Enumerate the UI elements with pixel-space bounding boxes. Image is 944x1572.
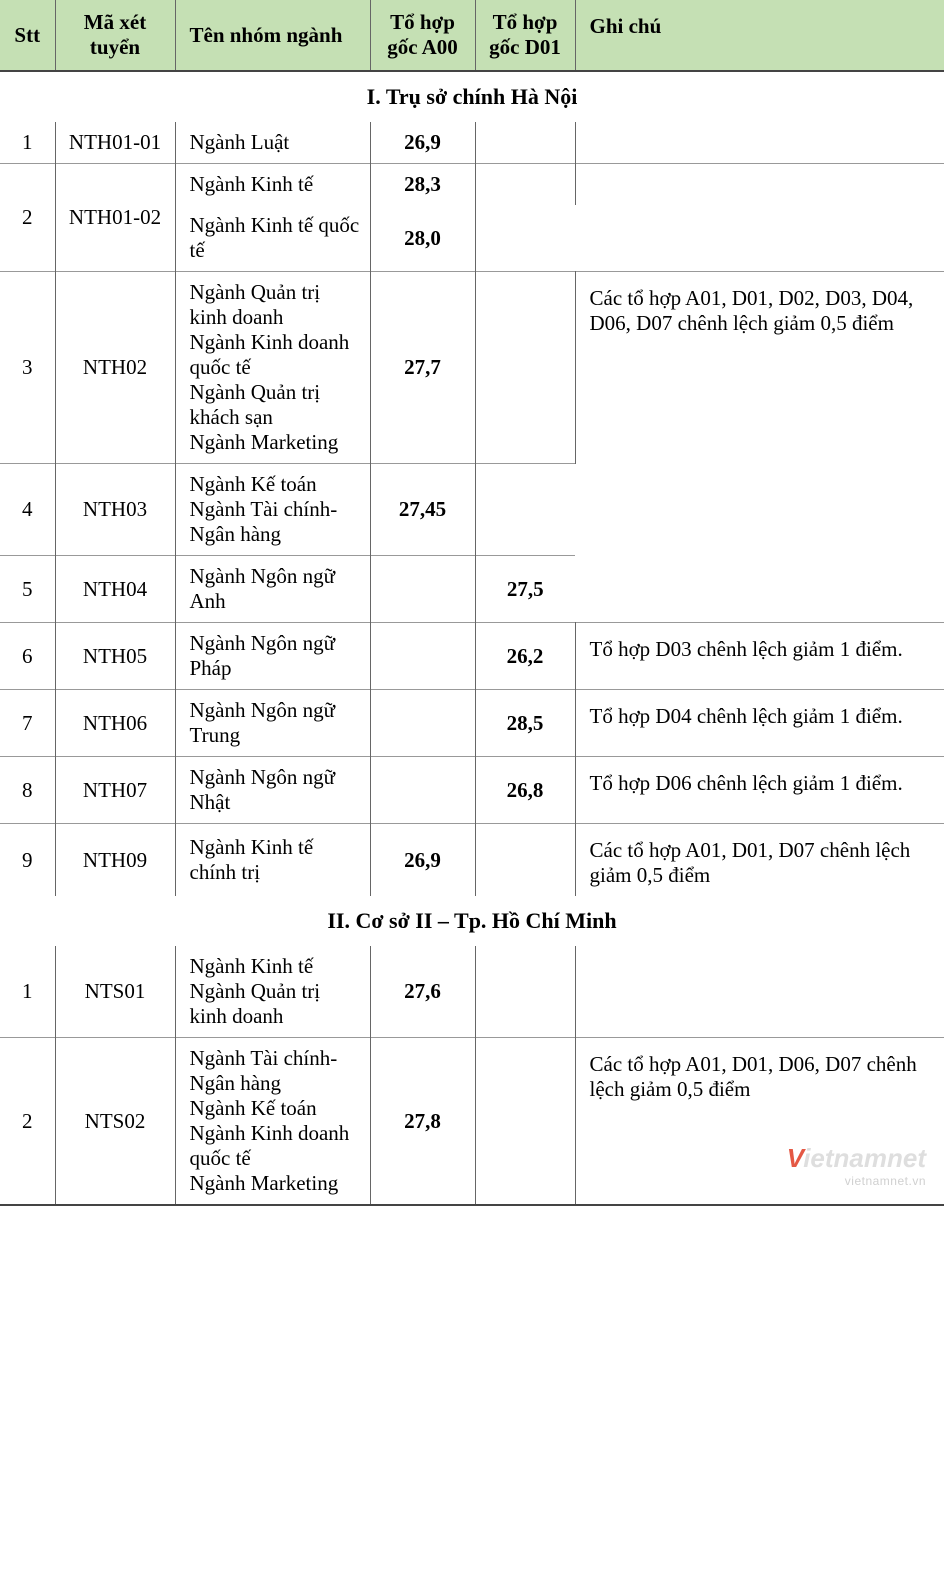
cell-name: Ngành Ngôn ngữ Anh	[175, 556, 370, 623]
cell-d01: 26,2	[475, 623, 575, 690]
cell-name: Ngành Kinh tếNgành Quản trị kinh doanh	[175, 946, 370, 1038]
cell-stt: 2	[0, 164, 55, 272]
cell-note: Các tổ hợp A01, D01, D06, D07 chênh lệch…	[575, 1038, 944, 1206]
cell-d01: 28,5	[475, 690, 575, 757]
cell-name: Ngành Kinh tế	[175, 164, 370, 206]
cell-a00	[370, 623, 475, 690]
cell-a00: 28,0	[370, 205, 475, 272]
cell-stt: 2	[0, 1038, 55, 1206]
cell-name: Ngành Ngôn ngữ Pháp	[175, 623, 370, 690]
cell-stt: 5	[0, 556, 55, 623]
cell-a00: 27,8	[370, 1038, 475, 1206]
table-row: 1NTS01Ngành Kinh tếNgành Quản trị kinh d…	[0, 946, 944, 1038]
cell-a00: 27,45	[370, 464, 475, 556]
cell-d01	[475, 164, 575, 206]
th-code: Mã xét tuyển	[55, 0, 175, 71]
th-note: Ghi chú	[575, 0, 944, 71]
table-row: 7NTH06Ngành Ngôn ngữ Trung 28,5Tổ hợp D04…	[0, 690, 944, 757]
cell-d01	[475, 824, 575, 897]
th-stt: Stt	[0, 0, 55, 71]
table-row: 2NTS02Ngành Tài chính-Ngân hàngNgành Kế …	[0, 1038, 944, 1206]
cell-note: Tổ hợp D04 chênh lệch giảm 1 điểm.	[575, 690, 944, 757]
cell-d01	[475, 946, 575, 1038]
cell-note: Tổ hợp D06 chênh lệch giảm 1 điểm.	[575, 757, 944, 824]
cell-a00	[370, 757, 475, 824]
cell-a00: 26,9	[370, 122, 475, 164]
cell-code: NTH01-01	[55, 122, 175, 164]
cell-stt: 6	[0, 623, 55, 690]
cell-d01	[475, 1038, 575, 1206]
cell-stt: 1	[0, 122, 55, 164]
cell-d01: 27,5	[475, 556, 575, 623]
cell-d01	[475, 272, 575, 464]
cell-code: NTS01	[55, 946, 175, 1038]
cell-code: NTH04	[55, 556, 175, 623]
table-row: 8NTH07Ngành Ngôn ngữ Nhật 26,8Tổ hợp D06 …	[0, 757, 944, 824]
table-row: 1NTH01-01Ngành Luật26,9	[0, 122, 944, 164]
cell-code: NTH03	[55, 464, 175, 556]
cell-name: Ngành Quản trị kinh doanhNgành Kinh doan…	[175, 272, 370, 464]
cell-note	[575, 164, 944, 272]
cell-note: Tổ hợp D03 chênh lệch giảm 1 điểm.	[575, 623, 944, 690]
cell-code: NTH07	[55, 757, 175, 824]
th-a00: Tổ hợp gốc A00	[370, 0, 475, 71]
cell-name: Ngành Kế toánNgành Tài chính- Ngân hàng	[175, 464, 370, 556]
cell-code: NTH06	[55, 690, 175, 757]
section-title-row: I. Trụ sở chính Hà Nội	[0, 71, 944, 122]
table-row: 9NTH09Ngành Kinh tế chính trị26,9 Các tổ …	[0, 824, 944, 897]
cell-a00	[370, 690, 475, 757]
th-d01: Tổ hợp gốc D01	[475, 0, 575, 71]
cell-name: Ngành Luật	[175, 122, 370, 164]
table-body: I. Trụ sở chính Hà Nội1NTH01-01Ngành Luậ…	[0, 71, 944, 1205]
table-row: 2NTH01-02Ngành Kinh tế28,3	[0, 164, 944, 206]
cell-code: NTS02	[55, 1038, 175, 1206]
cell-code: NTH01-02	[55, 164, 175, 272]
cell-a00: 28,3	[370, 164, 475, 206]
cell-name: Ngành Ngôn ngữ Nhật	[175, 757, 370, 824]
table-row: 6NTH05Ngành Ngôn ngữ Pháp 26,2Tổ hợp D03 …	[0, 623, 944, 690]
cell-stt: 8	[0, 757, 55, 824]
cell-d01	[475, 122, 575, 164]
cell-code: NTH02	[55, 272, 175, 464]
th-name: Tên nhóm ngành	[175, 0, 370, 71]
cell-code: NTH09	[55, 824, 175, 897]
section-title: II. Cơ sở II – Tp. Hồ Chí Minh	[0, 896, 944, 946]
cell-a00: 27,7	[370, 272, 475, 464]
table-row: 3NTH02Ngành Quản trị kinh doanhNgành Kin…	[0, 272, 944, 464]
cell-note: Các tổ hợp A01, D01, D07 chênh lệch giảm…	[575, 824, 944, 897]
cell-stt: 4	[0, 464, 55, 556]
section-title: I. Trụ sở chính Hà Nội	[0, 71, 944, 122]
cell-d01	[475, 205, 575, 272]
section-title-row: II. Cơ sở II – Tp. Hồ Chí Minh	[0, 896, 944, 946]
cell-note: Các tổ hợp A01, D01, D02, D03, D04, D06,…	[575, 272, 944, 623]
cell-note	[575, 122, 944, 164]
cell-stt: 9	[0, 824, 55, 897]
cell-name: Ngành Ngôn ngữ Trung	[175, 690, 370, 757]
cell-a00: 26,9	[370, 824, 475, 897]
cell-name: Ngành Kinh tế chính trị	[175, 824, 370, 897]
cell-stt: 7	[0, 690, 55, 757]
cell-stt: 3	[0, 272, 55, 464]
table-header-row: Stt Mã xét tuyển Tên nhóm ngành Tổ hợp g…	[0, 0, 944, 71]
cell-stt: 1	[0, 946, 55, 1038]
admissions-table: Stt Mã xét tuyển Tên nhóm ngành Tổ hợp g…	[0, 0, 944, 1206]
cell-name: Ngành Tài chính-Ngân hàngNgành Kế toánNg…	[175, 1038, 370, 1206]
cell-note	[575, 946, 944, 1038]
cell-d01	[475, 464, 575, 556]
cell-name: Ngành Kinh tế quốc tế	[175, 205, 370, 272]
cell-a00	[370, 556, 475, 623]
cell-d01: 26,8	[475, 757, 575, 824]
cell-code: NTH05	[55, 623, 175, 690]
cell-a00: 27,6	[370, 946, 475, 1038]
